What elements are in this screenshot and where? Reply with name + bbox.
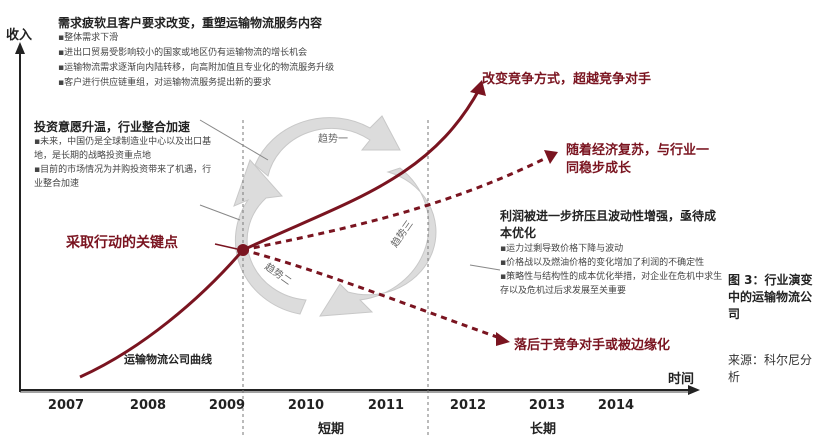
- box-investment-item: ▪目前的市场情况为并购投资带来了机遇，行业整合加速: [34, 165, 212, 189]
- box-investment: 投资意愿升温，行业整合加速 ▪未来，中国仍是全球制造业中心以及出口基地，是长期的…: [34, 118, 219, 191]
- outcome-top-arrowhead: [470, 80, 486, 96]
- long-term-label: 长期: [530, 422, 557, 437]
- box-profit-item: ▪价格战以及燃油价格的变化增加了利润的不确定性: [500, 258, 705, 268]
- short-term-label: 短期: [318, 422, 345, 437]
- box-demand: 需求疲软且客户要求改变，重塑运输物流服务内容 ▪整体需求下滑 ▪进出口贸易受影响…: [58, 14, 408, 91]
- box-demand-item: ▪进出口贸易受影响较小的国家或地区仍有运输物流的增长机会: [58, 48, 308, 58]
- box-profit: 利润被进一步挤压且波动性增强，亟待成本优化 ▪运力过剩导致价格下降与波动 ▪价格…: [500, 208, 726, 298]
- key-point-pointer: [214, 243, 238, 250]
- box-demand-item: ▪运输物流需求逐渐向内陆转移，向高附加值且专业化的物流服务升级: [58, 63, 335, 73]
- x-axis-label: 时间: [668, 372, 695, 387]
- box-investment-item: ▪未来，中国仍是全球制造业中心以及出口基地，是长期的战略投资重点地: [34, 137, 212, 161]
- outcome-low-arrowhead: [496, 332, 510, 346]
- key-point-label: 采取行动的关键点: [66, 235, 178, 251]
- outcome-low-curve: [242, 248, 501, 340]
- y-axis-label: 收入: [6, 28, 33, 43]
- box-profit-item: ▪运力过剩导致价格下降与波动: [500, 244, 624, 254]
- year-label: 2007: [47, 398, 85, 413]
- year-label: 2012: [449, 398, 487, 413]
- key-point-marker: [237, 244, 249, 256]
- figure-caption: 图 3：行业演变中的运输物流公司: [728, 273, 813, 321]
- figure-source: 来源：科尔尼分析: [728, 353, 813, 384]
- cycle-label-right: 趋势三: [388, 218, 416, 250]
- box-demand-item: ▪整体需求下滑: [58, 33, 119, 43]
- outcome-mid-curve: [242, 156, 547, 252]
- year-label: 2010: [287, 398, 325, 413]
- year-label: 2011: [367, 398, 405, 413]
- cycle-ring: [233, 115, 437, 317]
- connectors: [199, 119, 501, 271]
- year-label: 2009: [208, 398, 246, 413]
- outcome-mid-label: 随着经济复苏，与行业一同稳步成长: [566, 143, 710, 176]
- box-demand-title: 需求疲软且客户要求改变，重塑运输物流服务内容: [58, 16, 323, 30]
- box-profit-title: 利润被进一步挤压且波动性增强，亟待成本优化: [500, 209, 717, 240]
- outcome-top-curve: [242, 87, 482, 252]
- year-label: 2008: [129, 398, 167, 413]
- cycle-label-top: 趋势一: [318, 132, 348, 145]
- box-demand-item: ▪客户进行供应链重组，对运输物流服务提出新的要求: [58, 78, 272, 88]
- outcome-low-label: 落后于竞争对手或被边缘化: [514, 338, 671, 353]
- year-label: 2013: [528, 398, 566, 413]
- outcome-mid-arrowhead: [544, 150, 558, 164]
- company-curve: [79, 249, 245, 379]
- box-profit-item: ▪策略性与结构性的成本优化举措，对企业在危机中求生存以及危机过后求发展至关重要: [500, 272, 723, 296]
- box-investment-title: 投资意愿升温，行业整合加速: [34, 120, 191, 134]
- axes: [15, 42, 700, 395]
- year-label: 2014: [597, 398, 635, 413]
- company-curve-label: 运输物流公司曲线: [124, 353, 212, 366]
- outcome-top-label: 改变竞争方式，超越竞争对手: [482, 72, 652, 87]
